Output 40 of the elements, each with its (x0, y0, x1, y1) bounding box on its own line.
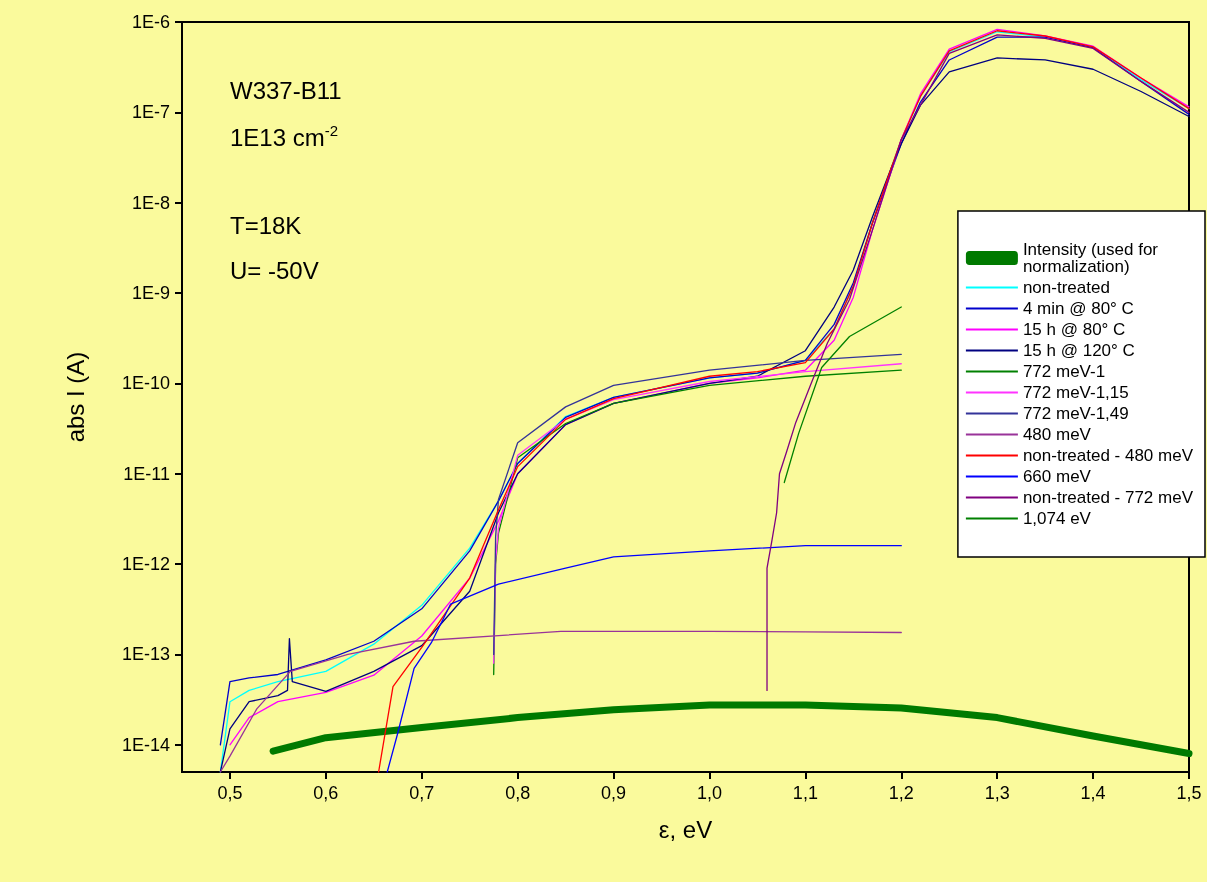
x-tick-label: 1,3 (984, 783, 1010, 803)
annotation: T=18K (230, 211, 302, 239)
x-tick-label: 1,4 (1080, 783, 1106, 803)
x-tick-label: 1,2 (888, 783, 914, 803)
x-tick-label: 1,5 (1176, 783, 1202, 803)
y-tick-label: 1E-6 (131, 12, 170, 32)
legend-label: Intensity (used for normalization) (1022, 240, 1163, 276)
line-series (219, 630, 902, 773)
y-tick-label: 1E-14 (121, 734, 170, 755)
y-tick-label: 1E-13 (121, 644, 170, 665)
legend-label: 660 meV (1022, 467, 1092, 486)
legend-label: 480 meV (1022, 425, 1092, 444)
legend-label: non-treated (1022, 278, 1110, 297)
annotation: U= -50V (230, 256, 319, 284)
x-tick-label: 0,7 (409, 783, 435, 803)
y-tick-label: 1E-7 (131, 102, 170, 123)
x-tick-label: 0,6 (313, 783, 339, 803)
x-tick-label: 0,9 (601, 783, 627, 803)
legend-label: 772 meV-1 (1022, 362, 1106, 381)
y-axis-title: abs I (A) (61, 351, 89, 443)
y-tick-label: 1E-8 (131, 192, 170, 213)
legend-label: 15 h @ 80° C (1022, 320, 1126, 339)
x-tick-label: 1,1 (792, 783, 818, 803)
x-tick-label: 0,5 (217, 783, 243, 803)
line-series (386, 545, 902, 773)
y-tick-label: 1E-10 (121, 373, 170, 394)
legend-label: 1,074 eV (1022, 509, 1092, 528)
annotation: W337-B11 (230, 76, 342, 104)
y-tick-label: 1E-9 (131, 283, 170, 304)
x-axis-title: ε, eV (658, 815, 713, 843)
legend-label: 772 meV-1,49 (1022, 404, 1129, 423)
x-tick-label: 0,8 (505, 783, 531, 803)
legend-label: non-treated - 772 meV (1022, 488, 1194, 507)
legend-label: 4 min @ 80° C (1022, 299, 1134, 318)
legend-label: non-treated - 480 meV (1022, 446, 1194, 465)
y-tick-label: 1E-11 (123, 463, 170, 484)
legend-label: 772 meV-1,15 (1022, 383, 1129, 402)
x-tick-label: 1,0 (696, 783, 722, 803)
y-tick-label: 1E-12 (121, 554, 170, 575)
legend-label: 15 h @ 120° C (1022, 341, 1135, 360)
